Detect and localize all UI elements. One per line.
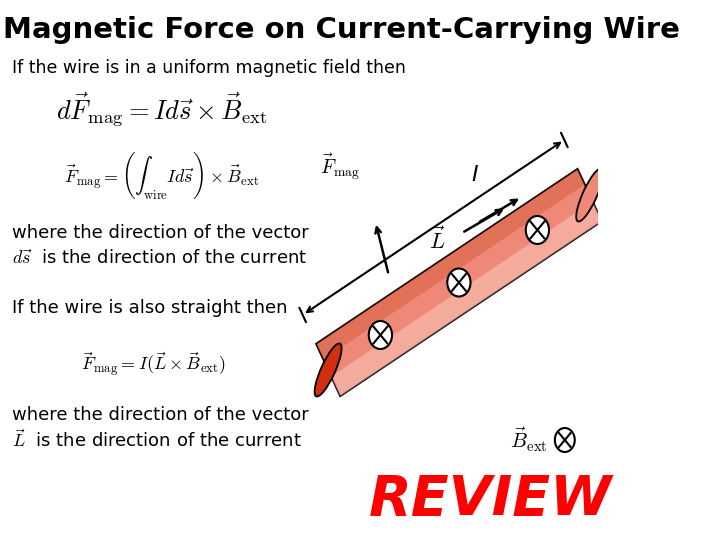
Text: $d\vec{s}$  is the direction of the current: $d\vec{s}$ is the direction of the curre…: [12, 249, 307, 267]
Polygon shape: [316, 169, 585, 360]
Text: $\vec{L}$  is the direction of the current: $\vec{L}$ is the direction of the curren…: [12, 429, 301, 451]
Text: where the direction of the vector: where the direction of the vector: [12, 406, 308, 424]
Text: $I$: $I$: [471, 165, 479, 185]
Text: $\vec{F}_{\mathrm{mag}} = \left(\int_{\mathrm{wire}} Id\vec{s}\right)\times\vec{: $\vec{F}_{\mathrm{mag}} = \left(\int_{\m…: [64, 150, 260, 200]
Text: REVIEW: REVIEW: [369, 473, 612, 527]
Text: Magnetic Force on Current-Carrying Wire: Magnetic Force on Current-Carrying Wire: [4, 16, 680, 44]
Text: $\vec{B}_{\mathrm{ext}}$: $\vec{B}_{\mathrm{ext}}$: [510, 426, 548, 454]
Ellipse shape: [576, 168, 603, 221]
Text: $\vec{F}_{\mathrm{mag}}$: $\vec{F}_{\mathrm{mag}}$: [320, 152, 361, 183]
Text: where the direction of the vector: where the direction of the vector: [12, 224, 308, 242]
Circle shape: [369, 321, 392, 349]
Ellipse shape: [315, 343, 341, 396]
Text: If the wire is in a uniform magnetic field then: If the wire is in a uniform magnetic fie…: [12, 59, 405, 77]
Circle shape: [555, 428, 575, 452]
Text: $\vec{L}$: $\vec{L}$: [429, 226, 446, 253]
Circle shape: [447, 268, 471, 296]
Text: $d\vec{F}_{\mathrm{mag}} = Id\vec{s} \times \vec{B}_{\mathrm{ext}}$: $d\vec{F}_{\mathrm{mag}} = Id\vec{s} \ti…: [56, 91, 268, 129]
Polygon shape: [331, 201, 602, 396]
Circle shape: [526, 216, 549, 244]
Polygon shape: [316, 169, 602, 396]
Text: If the wire is also straight then: If the wire is also straight then: [12, 299, 287, 317]
Text: $\vec{F}_{\mathrm{mag}} = I(\vec{L}\times\vec{B}_{\mathrm{ext}})$: $\vec{F}_{\mathrm{mag}} = I(\vec{L}\time…: [81, 350, 226, 380]
